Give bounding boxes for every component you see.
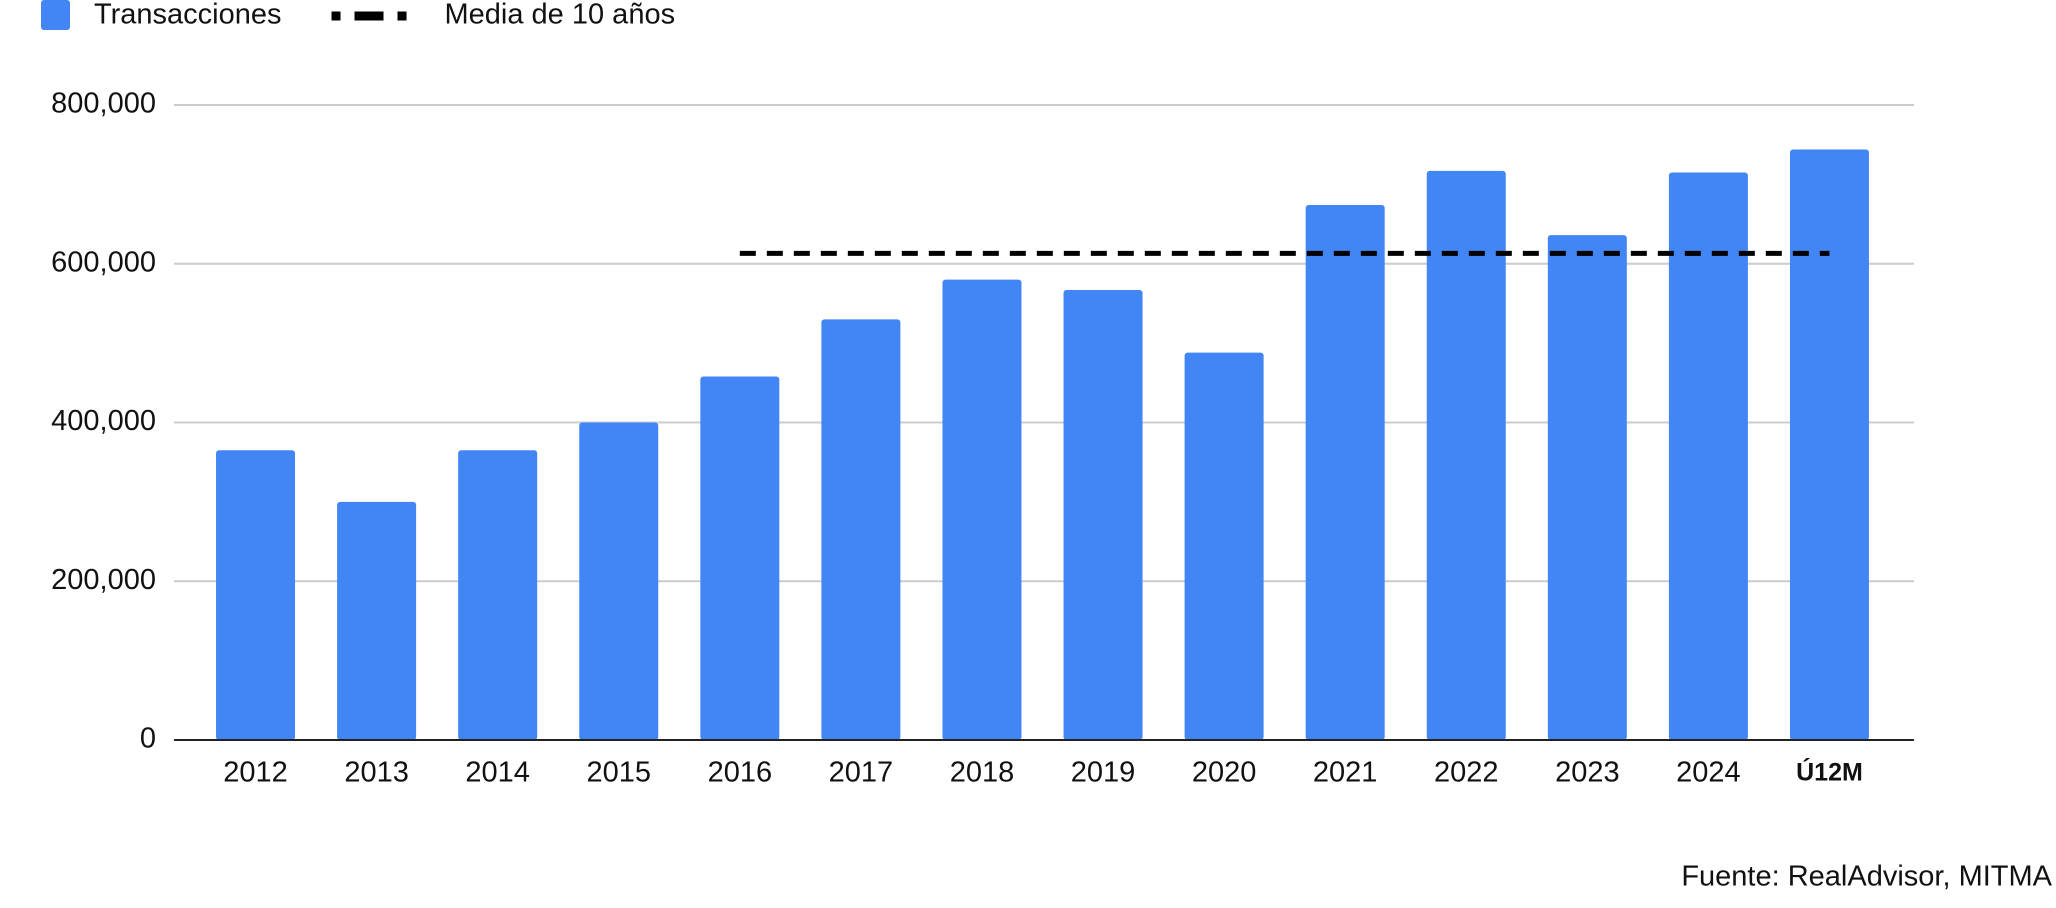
x-tick-label: 2019: [1071, 757, 1136, 789]
x-tick-label: 2018: [950, 757, 1015, 789]
bar: [458, 450, 538, 740]
x-tick-label: 2017: [829, 757, 894, 789]
x-tick-label: 2022: [1434, 757, 1499, 789]
y-tick-label: 200,000: [51, 564, 156, 596]
bar: [1184, 352, 1264, 740]
x-tick-label: 2015: [586, 757, 651, 789]
legend-label: Transacciones: [94, 0, 282, 31]
bar: [700, 376, 780, 740]
y-tick-label: 600,000: [51, 246, 156, 278]
y-tick-label: 800,000: [51, 88, 156, 120]
bar: [337, 501, 417, 740]
bar: [1426, 170, 1506, 741]
bar: [821, 319, 901, 740]
bar: [216, 450, 296, 740]
y-tick-label: 0: [140, 723, 156, 755]
y-tick-label: 400,000: [51, 405, 156, 437]
bar: [1668, 172, 1748, 740]
x-tick-label: 2021: [1313, 757, 1378, 789]
legend-label: Media de 10 años: [445, 0, 676, 31]
source-note: Fuente: RealAdvisor, MITMA: [1681, 861, 2052, 893]
x-tick-label: 2013: [344, 757, 409, 789]
bar: [1789, 149, 1869, 740]
x-tick-label: 2023: [1555, 757, 1620, 789]
x-tick-label: 2016: [708, 757, 773, 789]
bar: [1547, 235, 1627, 741]
bar: [579, 422, 659, 740]
bar: [1063, 289, 1143, 740]
x-tick-label: 2020: [1192, 757, 1257, 789]
bar: [942, 279, 1022, 740]
legend-swatch: [41, 0, 70, 30]
x-tick-label: Ú12M: [1796, 757, 1863, 787]
x-tick-label: 2024: [1676, 757, 1741, 789]
x-tick-label: 2012: [223, 757, 288, 789]
bar: [1305, 205, 1385, 740]
x-tick-label: 2014: [465, 757, 530, 789]
